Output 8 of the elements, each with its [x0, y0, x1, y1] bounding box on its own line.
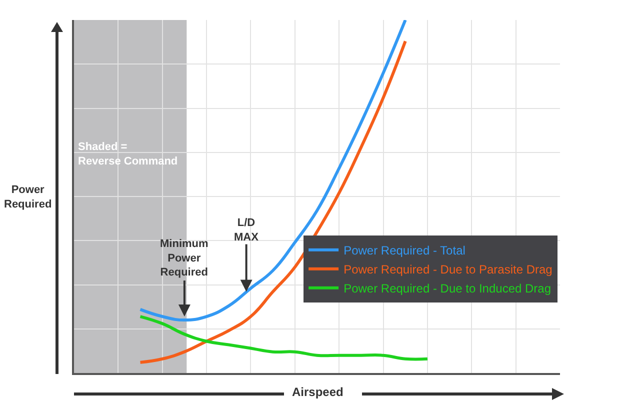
legend-label: Power Required - Due to Parasite Drag [344, 262, 552, 277]
annotation: Minimum Power Required [160, 238, 208, 279]
y-axis-title: Power Required [4, 184, 52, 210]
legend-label: Power Required - Total [344, 244, 466, 258]
annotation: L/D MAX [234, 217, 260, 244]
x-axis-title: Airspeed [292, 385, 344, 399]
annotation: Shaded = Reverse Command [78, 141, 178, 168]
legend-label: Power Required - Due to Induced Drag [344, 282, 552, 296]
